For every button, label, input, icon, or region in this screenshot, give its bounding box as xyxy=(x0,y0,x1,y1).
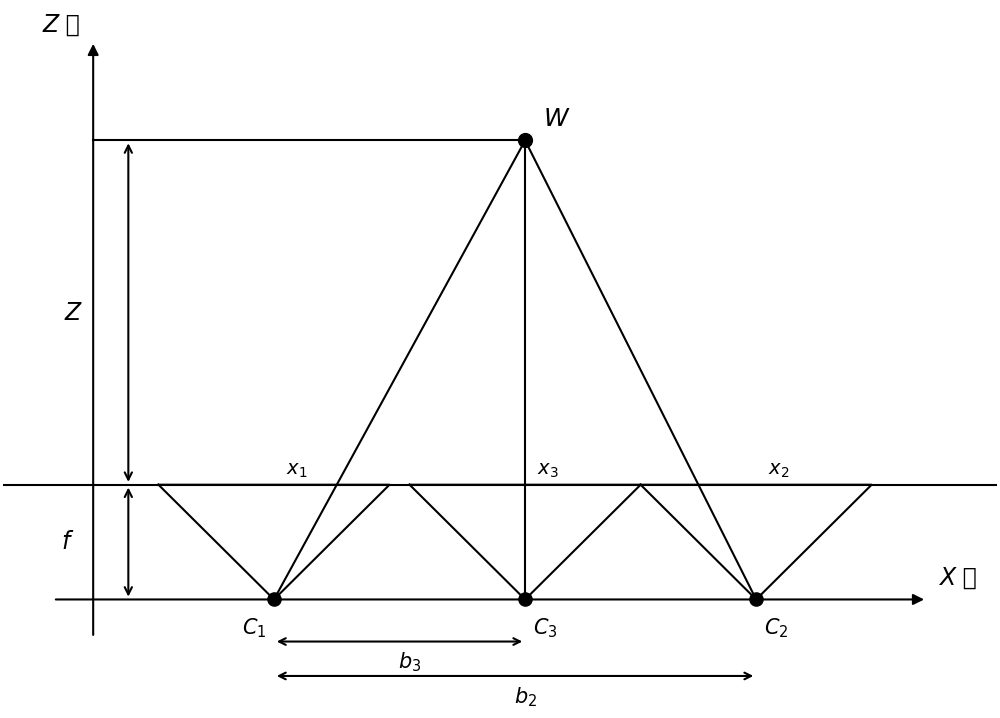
Text: Z 轴: Z 轴 xyxy=(43,13,81,37)
Text: $x_2$: $x_2$ xyxy=(768,461,789,480)
Text: $W$: $W$ xyxy=(543,107,571,131)
Point xyxy=(517,594,533,605)
Text: $Z$: $Z$ xyxy=(64,301,83,325)
Point xyxy=(748,594,764,605)
Text: $C_3$: $C_3$ xyxy=(533,616,558,640)
Point xyxy=(266,594,282,605)
Text: X 轴: X 轴 xyxy=(939,566,977,590)
Text: $x_1$: $x_1$ xyxy=(286,461,307,480)
Text: $x_3$: $x_3$ xyxy=(537,461,559,480)
Text: $b_3$: $b_3$ xyxy=(398,651,421,674)
Point xyxy=(517,135,533,146)
Text: $C_1$: $C_1$ xyxy=(242,616,266,640)
Text: $b_2$: $b_2$ xyxy=(514,685,537,709)
Text: $f$: $f$ xyxy=(61,530,75,554)
Text: $C_2$: $C_2$ xyxy=(764,616,789,640)
